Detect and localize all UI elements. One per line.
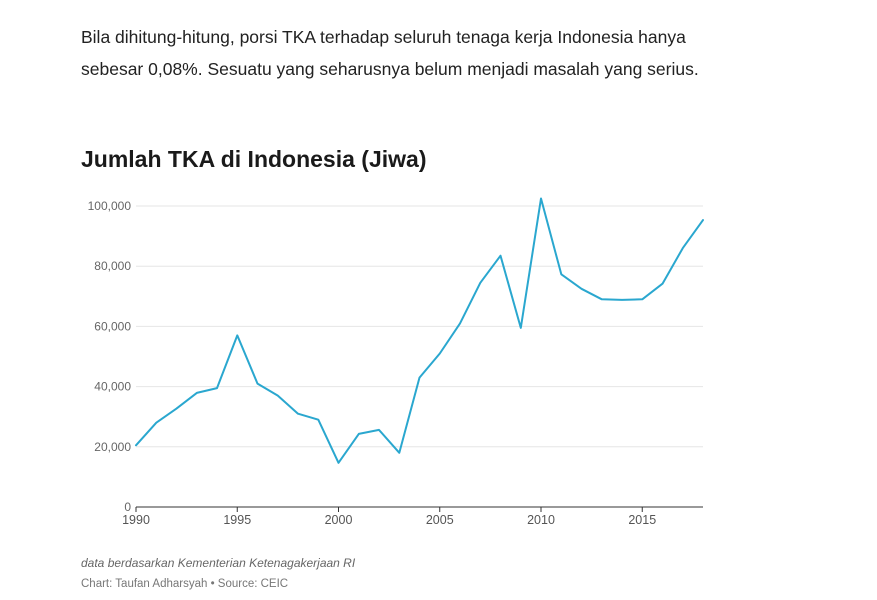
x-tick-label: 2015: [628, 513, 656, 527]
x-tick-label: 2000: [325, 513, 353, 527]
y-tick-label: 0: [124, 500, 131, 514]
chart-credit: Chart: Taufan Adharsyah • Source: CEIC: [81, 578, 289, 590]
gridlines: [136, 205, 703, 448]
series-line: [135, 197, 704, 464]
x-tick-label: 2010: [527, 513, 555, 527]
x-tick-label: 1995: [223, 513, 251, 527]
y-tick-label: 20,000: [94, 440, 131, 454]
y-tick-label: 80,000: [94, 259, 131, 273]
y-tick-label: 100,000: [88, 199, 132, 213]
series-layer: [135, 197, 704, 464]
article-paragraph: Bila dihitung-hitung, porsi TKA terhadap…: [81, 27, 699, 79]
y-tick-label: 60,000: [94, 319, 131, 333]
x-axis-ticks: 1990 1995 2000 2005 2010 2015: [122, 507, 656, 527]
x-tick-label: 2005: [426, 513, 454, 527]
chart-title: Jumlah TKA di Indonesia (Jiwa): [81, 146, 427, 172]
x-tick-label: 1990: [122, 513, 150, 527]
y-axis-ticks: 0 20,000 40,000 60,000 80,000 100,000: [88, 199, 132, 514]
data-source-note: data berdasarkan Kementerian Ketenagaker…: [81, 556, 356, 570]
y-tick-label: 40,000: [94, 380, 131, 394]
